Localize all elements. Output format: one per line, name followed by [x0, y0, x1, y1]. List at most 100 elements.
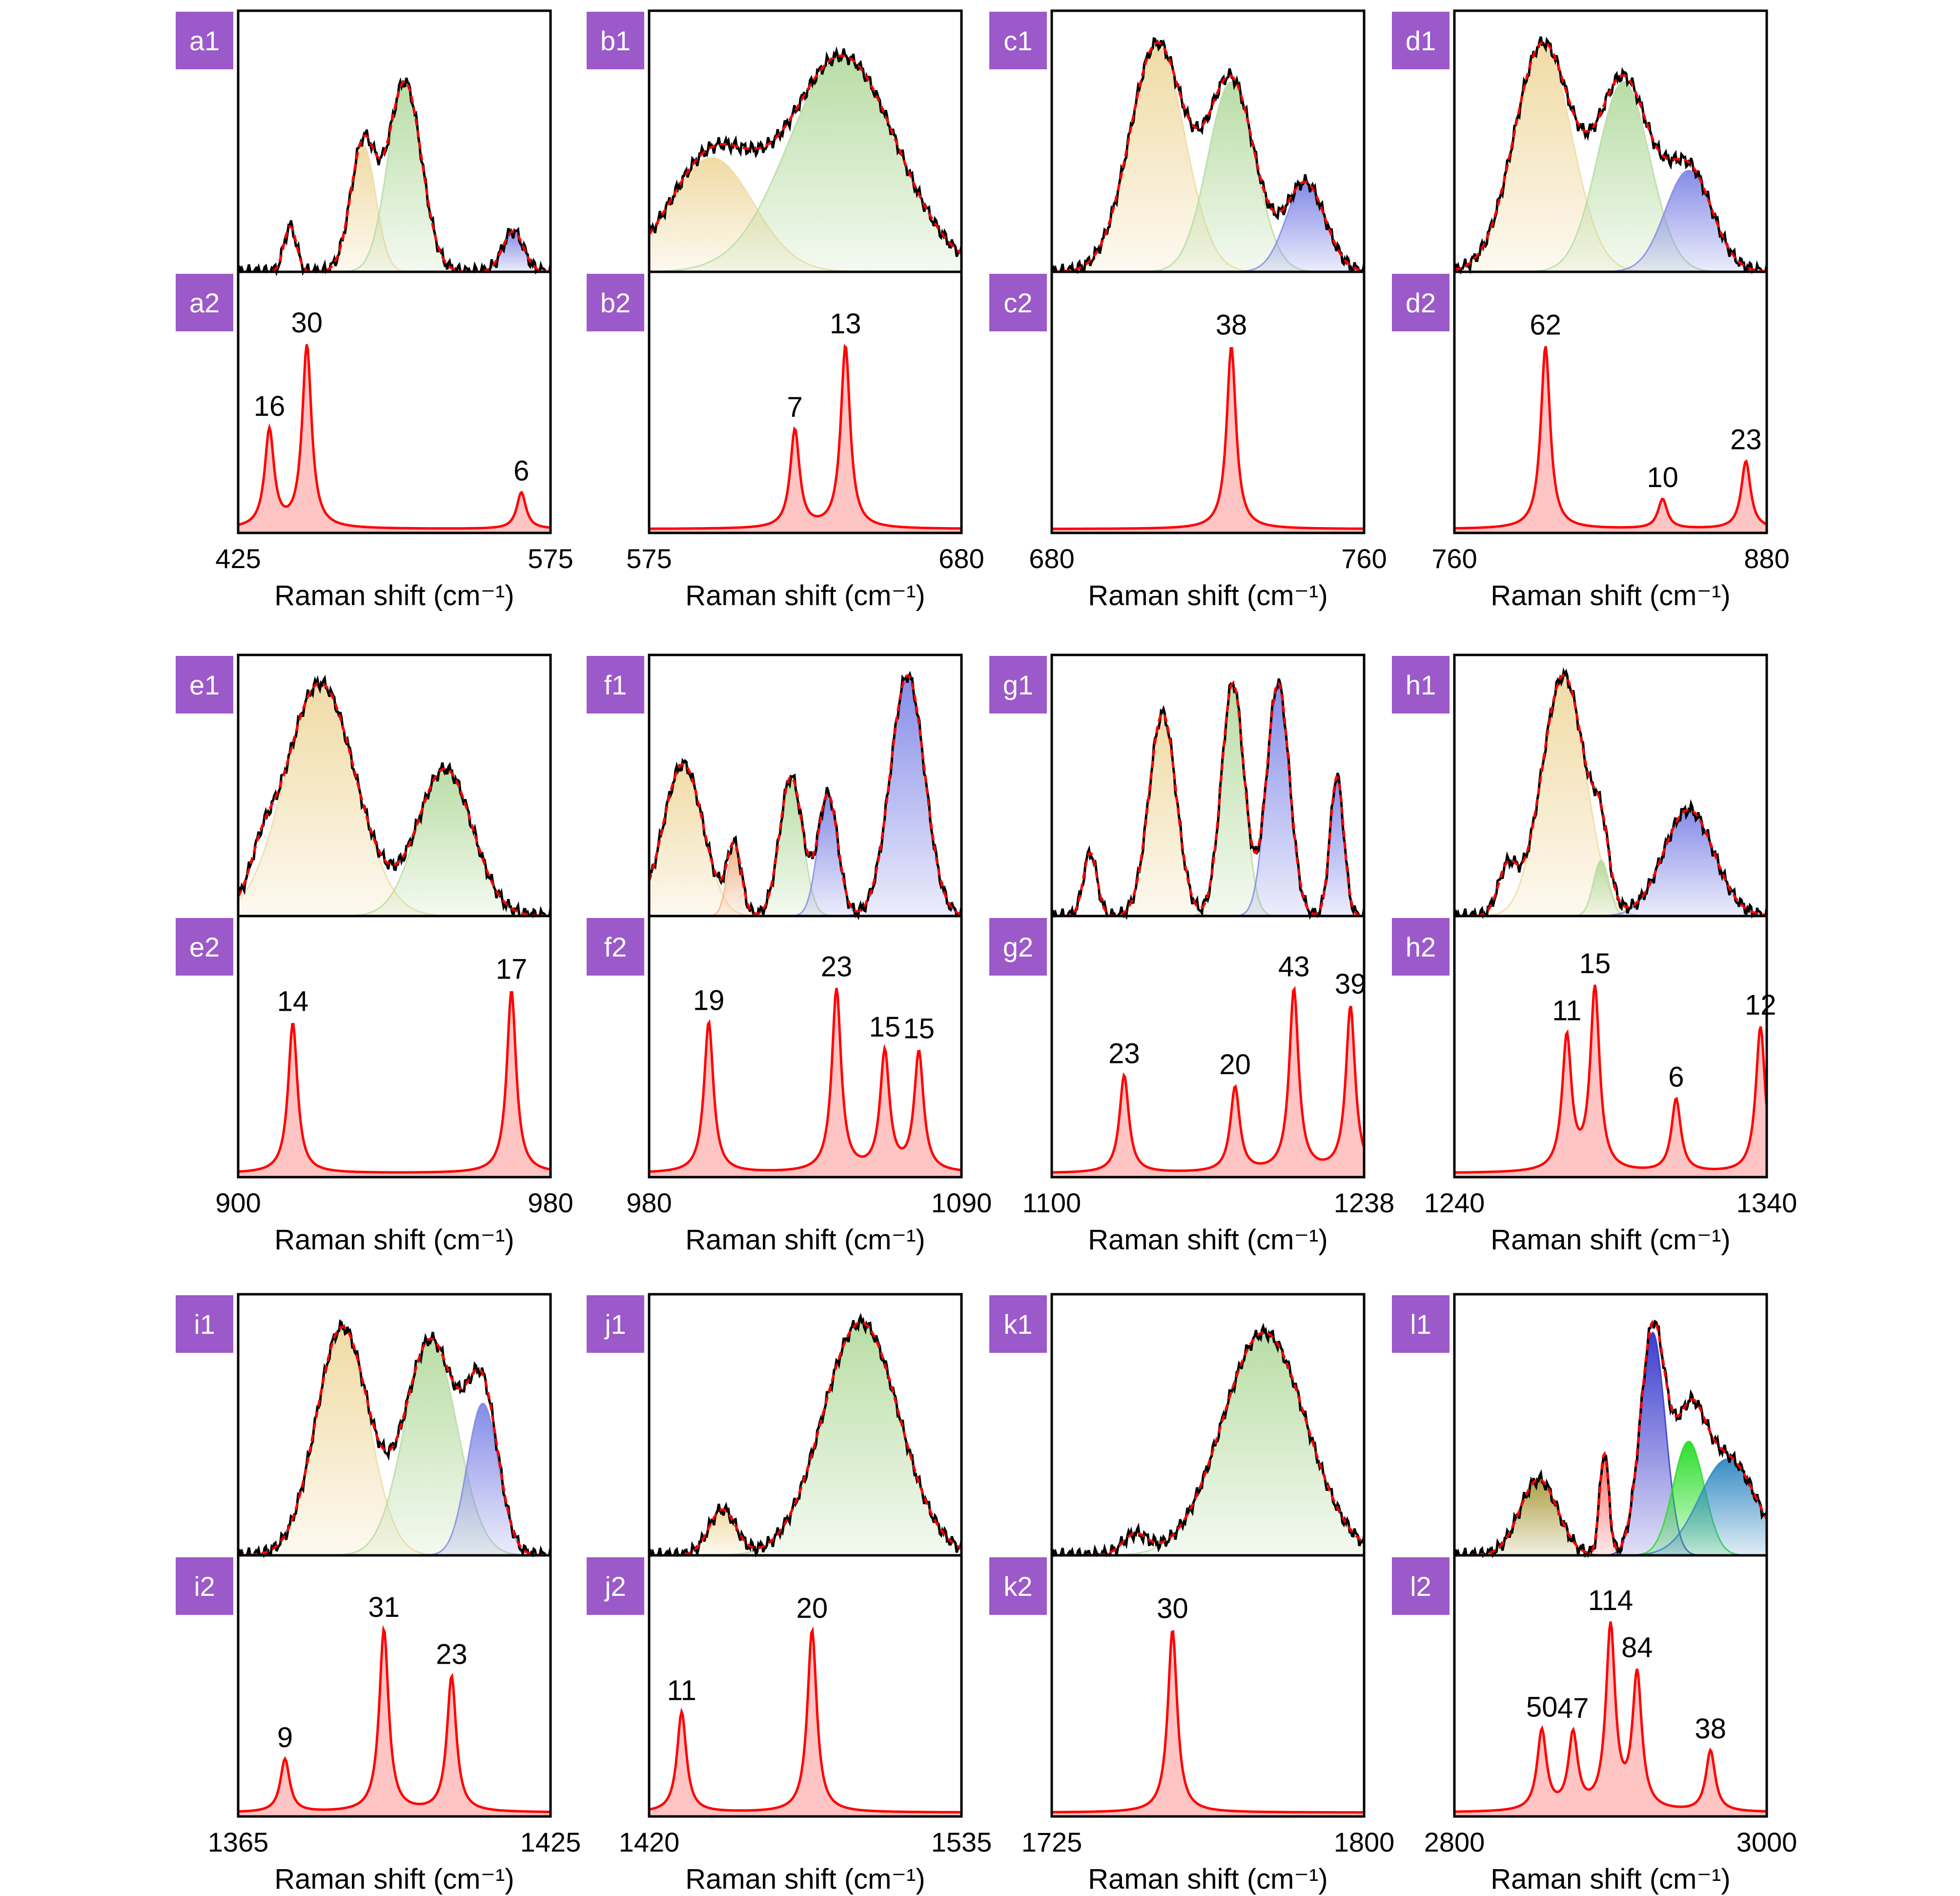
measured-spectrum [648, 1312, 963, 1558]
panel-badge [176, 1557, 233, 1615]
panel-badge [176, 1295, 233, 1353]
peak-label: 15 [1579, 948, 1611, 979]
x-tick-label: 1420 [619, 1827, 680, 1857]
panel-e: 14 17 e1 e2 900 980 Raman shift (cm⁻¹) [176, 653, 573, 1256]
fit-component-1 [1052, 1332, 1364, 1555]
x-tick-label: 900 [215, 1187, 261, 1218]
peak-curve [649, 1626, 961, 1814]
fit-component-2 [649, 56, 961, 272]
peak-label: 43 [1278, 951, 1310, 982]
x-axis-label: Raman shift (cm⁻¹) [685, 1224, 925, 1256]
panel-badge-label: e2 [189, 932, 220, 962]
x-tick-label: 575 [626, 543, 672, 574]
peak-curve [238, 991, 551, 1174]
peak-curve [1454, 1621, 1767, 1813]
fit-envelope [237, 682, 551, 917]
panel-badge [989, 656, 1047, 714]
x-tick-label: 680 [939, 543, 984, 574]
panel-badge-label: i1 [194, 1309, 215, 1340]
panel-badge-label: a1 [189, 25, 220, 56]
x-tick-label: 3000 [1736, 1827, 1797, 1857]
panel-badge [587, 12, 644, 69]
fit-envelope [1052, 41, 1365, 273]
panel-badge [1392, 1557, 1450, 1615]
fit-envelope [238, 80, 551, 273]
peak-label: 11 [667, 1674, 696, 1706]
fit-component-1 [649, 1509, 961, 1555]
panel-badge [989, 274, 1047, 331]
panel-badge-label: b1 [600, 25, 631, 56]
panel-badge [989, 12, 1047, 69]
peak-label: 23 [1108, 1038, 1140, 1070]
x-tick-label: 1340 [1736, 1187, 1797, 1218]
fit-component-2 [649, 1322, 961, 1555]
peak-label: 7 [787, 391, 803, 423]
bottom-panel-frame [237, 915, 552, 1179]
measured-spectrum [1050, 678, 1366, 920]
panel-b: 7 13 b1 b2 575 680 Raman shift (cm⁻¹) [587, 9, 984, 612]
x-tick-label: 760 [1431, 543, 1477, 574]
peak-area [238, 1630, 551, 1816]
x-axis-label: Raman shift (cm⁻¹) [1088, 580, 1327, 612]
panel-badge-label: g2 [1003, 932, 1033, 962]
peak-label: 12 [1745, 989, 1776, 1021]
peak-area [238, 344, 551, 533]
panel-badge-label: h1 [1406, 670, 1436, 700]
panel-d: 62 10 23 d1 d2 760 880 Raman shift (cm⁻¹) [1392, 9, 1790, 612]
panel-badge-label: i2 [194, 1571, 215, 1602]
fit-component-5 [1454, 1459, 1767, 1555]
peak-curve [1052, 986, 1366, 1174]
peak-area [238, 992, 551, 1177]
peak-label: 13 [830, 308, 861, 340]
x-axis-label: Raman shift (cm⁻¹) [1088, 1224, 1327, 1256]
bottom-panel-frame [237, 1554, 552, 1818]
fit-component-3 [1454, 810, 1767, 916]
peak-area [1052, 1631, 1364, 1816]
measured-spectrum [1050, 37, 1366, 274]
bottom-panel-frame [1453, 915, 1768, 1179]
bottom-panel-frame [648, 915, 963, 1179]
x-tick-label: 680 [1029, 543, 1074, 574]
x-tick-label: 880 [1744, 543, 1789, 574]
peak-area [649, 988, 961, 1177]
peak-label: 50 [1526, 1691, 1558, 1723]
x-tick-label: 425 [215, 543, 261, 574]
fit-component-2 [1454, 860, 1767, 916]
peak-label: 6 [1668, 1061, 1684, 1093]
bottom-panel-frame [237, 270, 552, 534]
peak-curve [1454, 346, 1768, 530]
fit-component-1 [238, 1327, 551, 1555]
peak-area [1052, 348, 1364, 533]
x-tick-label: 980 [528, 1187, 573, 1218]
peak-label: 16 [254, 390, 286, 422]
peak-label: 84 [1621, 1631, 1653, 1663]
panel-badge-label: f1 [604, 670, 627, 700]
panel-badge [1392, 1295, 1450, 1353]
panel-badge [1392, 274, 1450, 331]
peak-area [1454, 1621, 1767, 1816]
peak-area [1454, 346, 1767, 533]
panel-badge-label: d2 [1406, 287, 1436, 318]
x-tick-label: 1425 [520, 1827, 581, 1857]
fit-component-2 [238, 769, 551, 916]
panel-badge [587, 656, 644, 714]
peak-label: 9 [277, 1722, 293, 1753]
peak-label: 11 [1552, 995, 1581, 1026]
bottom-panel-frame [1050, 270, 1366, 534]
fit-component-2 [238, 82, 551, 272]
peak-label: 38 [1695, 1713, 1727, 1745]
x-axis-label: Raman shift (cm⁻¹) [274, 1224, 514, 1256]
fit-component-1 [1454, 44, 1767, 272]
fit-envelope [648, 54, 962, 255]
fit-component-1 [649, 158, 961, 272]
peak-label: 23 [436, 1638, 468, 1670]
fit-envelope [1454, 41, 1767, 273]
fit-component-1 [1052, 44, 1364, 272]
peak-label: 20 [1219, 1049, 1251, 1081]
x-tick-label: 1535 [931, 1827, 992, 1857]
peak-curve [649, 988, 962, 1173]
